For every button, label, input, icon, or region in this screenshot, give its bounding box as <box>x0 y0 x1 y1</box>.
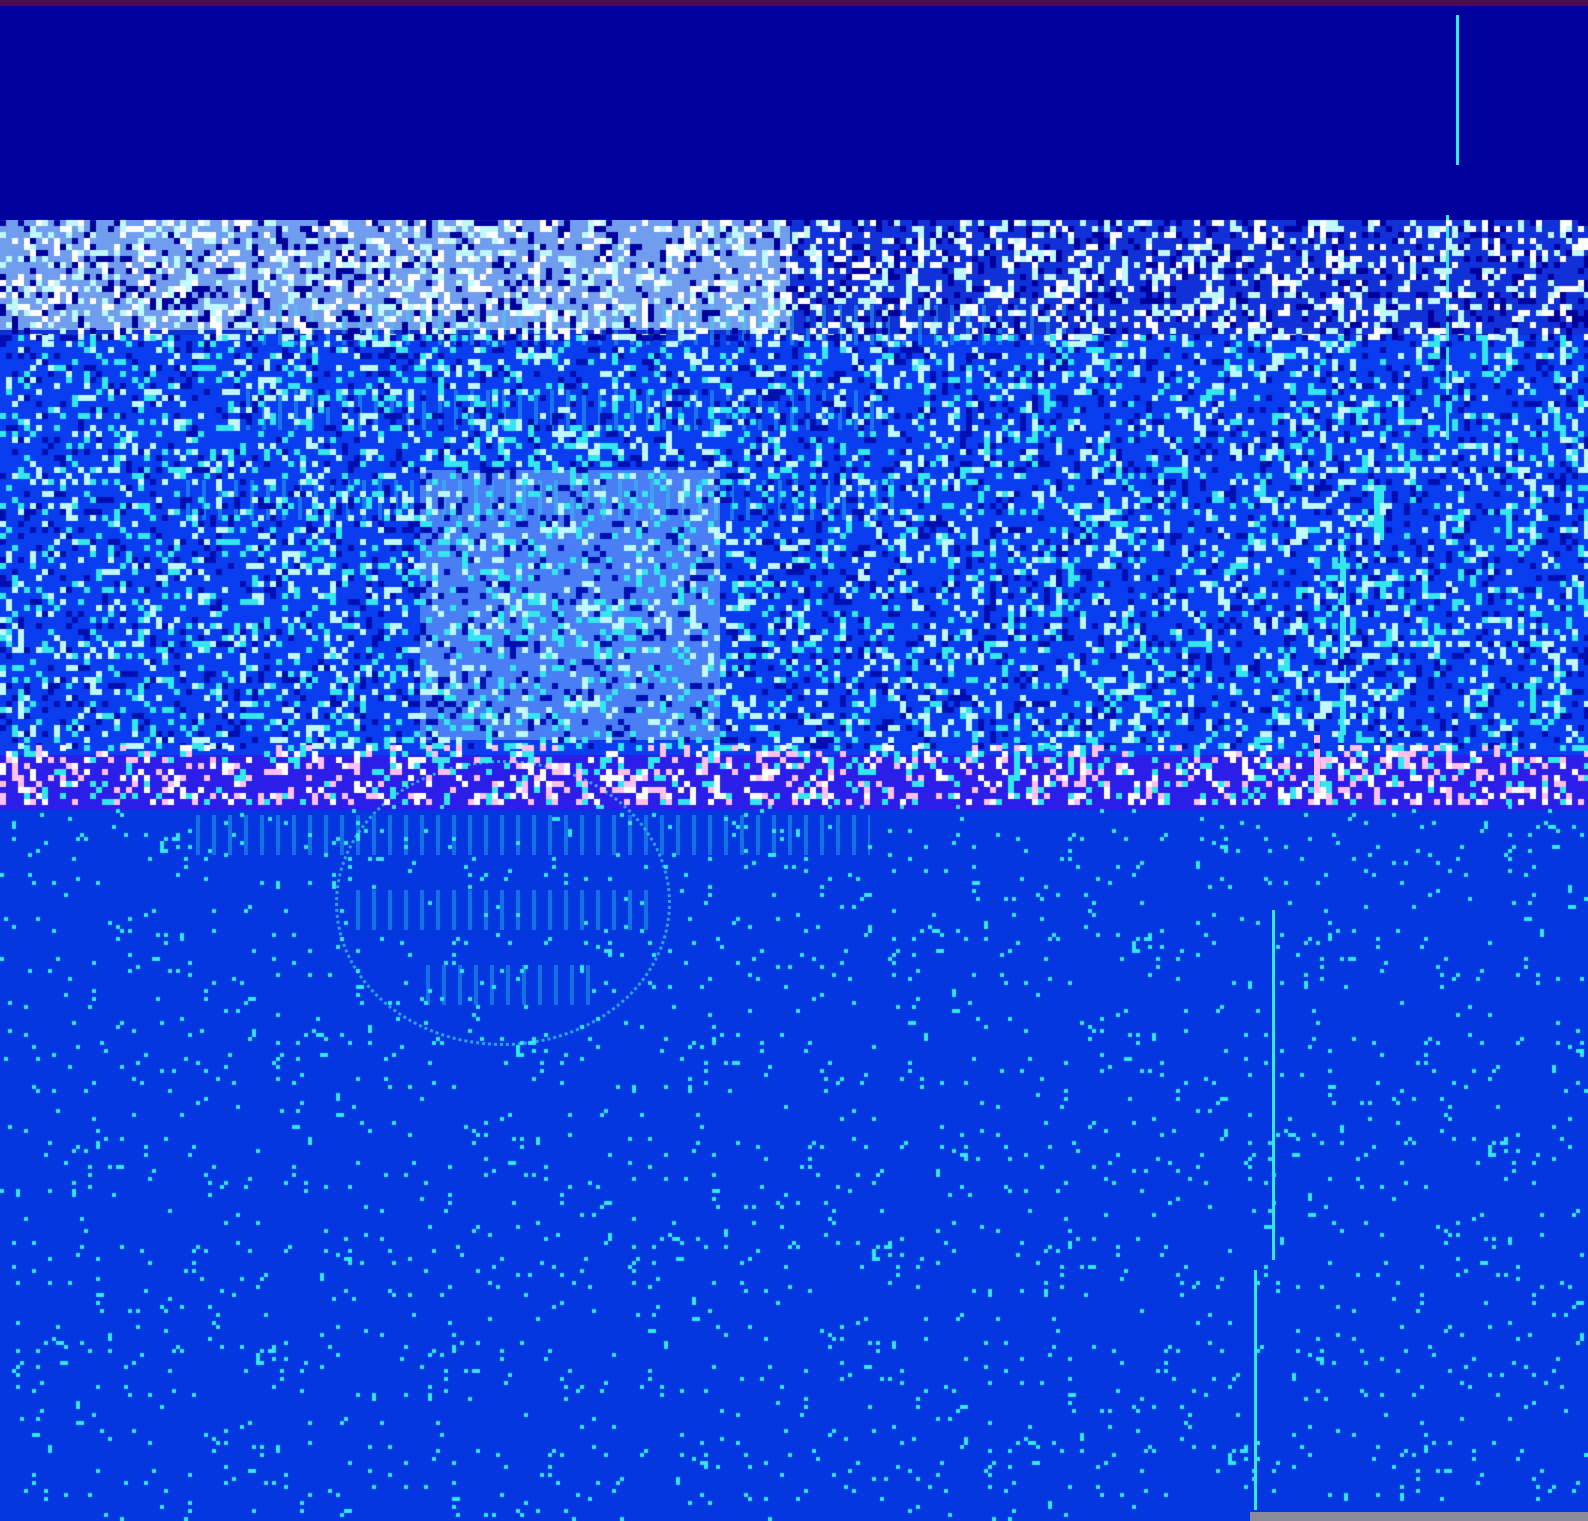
top-edge-strip <box>0 0 1588 6</box>
lower-blue-area <box>0 810 1588 1521</box>
vertical-artifact-line-7 <box>1254 1270 1257 1510</box>
garbled-text-row-1 <box>240 305 1070 345</box>
vertical-artifact-line-5 <box>1314 735 1320 795</box>
vertical-artifact-line-3 <box>1374 485 1384 540</box>
vertical-artifact-line-4 <box>1340 545 1346 735</box>
top-dark-band <box>0 0 1588 220</box>
vertical-artifact-line-6 <box>1272 910 1275 1260</box>
garbled-text-row-2 <box>240 390 880 430</box>
noise-band-pink <box>0 755 1588 810</box>
garbled-text-row-3 <box>180 480 900 520</box>
vertical-artifact-line-1 <box>1456 15 1459 165</box>
circular-artifact <box>335 760 671 1046</box>
vertical-artifact-line-2 <box>1446 215 1449 440</box>
bottom-grey-strip <box>1250 1512 1588 1521</box>
